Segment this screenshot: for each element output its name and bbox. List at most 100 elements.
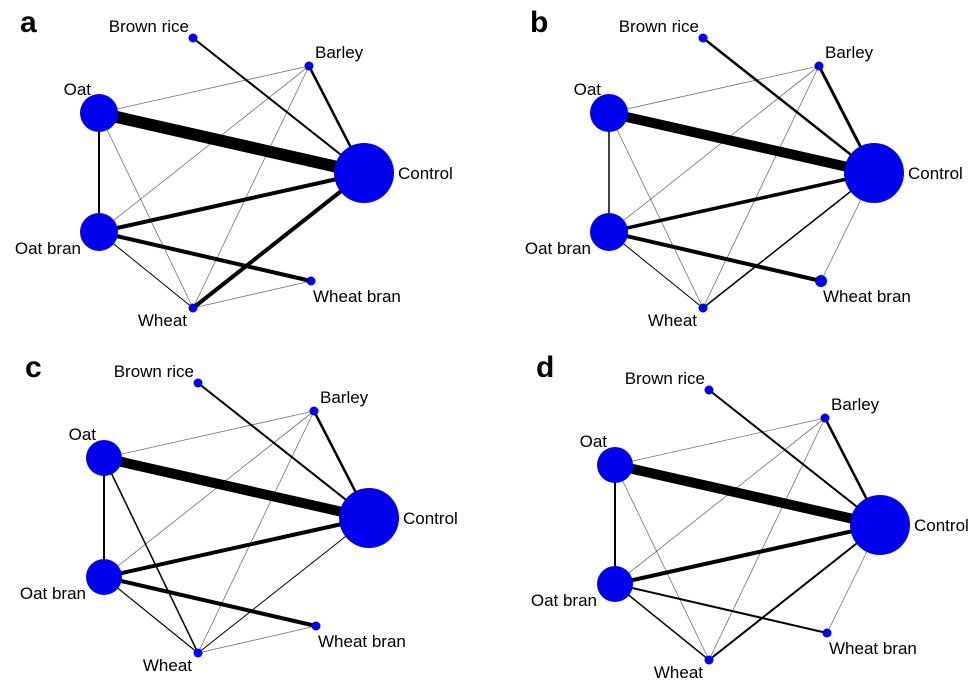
node-label-brown-rice: Brown rice (114, 362, 194, 381)
edge-oat-bran-wheat (103, 576, 199, 654)
node-control (334, 143, 394, 203)
node-brown-rice (193, 378, 203, 388)
node-label-brown-rice: Brown rice (109, 17, 189, 36)
node-oat-bran (80, 213, 118, 251)
node-barley (309, 406, 319, 416)
node-label-wheat-bran: Wheat bran (313, 287, 401, 306)
edge-oat-barley (98, 65, 310, 114)
node-brown-rice (704, 385, 714, 395)
panel-letter: a (20, 6, 37, 39)
panel-letter: b (530, 6, 548, 39)
node-wheat (188, 303, 198, 313)
node-wheat-bran (815, 275, 827, 287)
edge-oat-bran-control (98, 171, 365, 234)
edge-oat-control (613, 460, 882, 530)
edge-oat-bran-wheat (614, 583, 710, 661)
node-oat (86, 440, 122, 476)
node-wheat-bran (311, 621, 321, 631)
node-label-oat-bran: Oat bran (531, 591, 597, 610)
edge-oat-bran-wheat-bran (614, 583, 828, 634)
panel-a: a Brown rice Barley Oat Control Oat bran Wheat… (15, 6, 453, 330)
node-brown-rice (188, 33, 198, 43)
edge-oat-control (607, 108, 876, 178)
edge-oat-bran-barley (98, 65, 310, 233)
node-label-barley: Barley (825, 43, 874, 62)
panel-b: b Brown rice Barley Oat Control Oat bran Wheat… (525, 6, 963, 330)
edge-oat-bran-wheat (608, 231, 704, 309)
node-wheat-bran (822, 628, 832, 638)
edge-oat-control (97, 107, 366, 179)
edge-oat-bran-wheat (98, 231, 194, 309)
edge-oat-bran-control (103, 516, 370, 579)
node-barley (820, 413, 830, 423)
node-label-brown-rice: Brown rice (625, 369, 705, 388)
node-barley (304, 61, 314, 71)
node-label-wheat-bran: Wheat bran (318, 632, 406, 651)
node-label-oat-bran: Oat bran (525, 239, 591, 258)
edge-oat-wheat (98, 112, 194, 309)
edge-oat-barley (608, 65, 820, 114)
node-label-barley: Barley (315, 43, 364, 62)
edge-oat-wheat (608, 112, 704, 309)
edge-wheat-control (191, 171, 366, 310)
node-label-oat: Oat (574, 80, 602, 99)
node-label-wheat-bran: Wheat bran (829, 639, 917, 658)
panel-c: c Brown rice Barley Oat Control Oat bran Wheat… (20, 351, 458, 675)
node-oat-bran (590, 213, 628, 251)
edge-oat-bran-barley (608, 65, 820, 233)
node-oat-bran (597, 566, 633, 602)
node-label-wheat: Wheat (648, 311, 697, 330)
edge-oat-control (102, 453, 371, 523)
node-wheat (193, 648, 203, 658)
node-label-oat: Oat (64, 80, 92, 99)
edge-wheat-wheat-bran (192, 280, 312, 309)
node-label-brown-rice: Brown rice (619, 17, 699, 36)
node-control (850, 495, 910, 555)
node-label-control: Control (398, 164, 453, 183)
node-label-control: Control (403, 509, 458, 528)
edge-brown-rice-control (197, 382, 370, 519)
node-oat (597, 447, 633, 483)
edge-oat-barley (103, 410, 315, 459)
node-wheat (698, 303, 708, 313)
node-control (339, 488, 399, 548)
node-barley (814, 61, 824, 71)
edge-wheat-control (197, 517, 370, 654)
edge-oat-bran-barley (614, 417, 826, 585)
edge-oat-wheat (614, 464, 710, 661)
node-oat (80, 94, 118, 132)
node-label-control: Control (908, 164, 963, 183)
panel-letter: d (536, 351, 554, 384)
panel-letter: c (25, 351, 42, 384)
node-label-wheat: Wheat (138, 311, 187, 330)
edge-wheat-control (708, 524, 881, 661)
node-wheat-bran (306, 276, 316, 286)
edge-brown-rice-control (702, 37, 875, 174)
node-oat (590, 94, 628, 132)
node-label-oat-bran: Oat bran (15, 239, 81, 258)
panel-d: d Brown rice Barley Oat Control Oat bran Wheat… (531, 351, 969, 682)
edge-oat-bran-barley (103, 410, 315, 578)
edge-barley-wheat (708, 417, 826, 661)
node-control (844, 143, 904, 203)
node-label-wheat-bran: Wheat bran (823, 287, 911, 306)
edge-barley-wheat (197, 410, 315, 654)
edge-wheat-control (702, 172, 875, 309)
edge-brown-rice-control (708, 389, 881, 526)
edge-barley-wheat (192, 65, 310, 309)
node-label-wheat: Wheat (143, 656, 192, 675)
edge-barley-wheat (702, 65, 820, 309)
edge-wheat-wheat-bran (197, 625, 317, 654)
node-label-wheat: Wheat (654, 663, 703, 682)
node-label-oat: Oat (69, 425, 97, 444)
node-oat-bran (86, 559, 122, 595)
node-label-oat: Oat (580, 432, 608, 451)
edge-oat-bran-control (614, 523, 881, 586)
node-brown-rice (698, 33, 708, 43)
node-wheat (704, 655, 714, 665)
edge-oat-barley (614, 417, 826, 466)
node-label-oat-bran: Oat bran (20, 584, 86, 603)
edge-oat-bran-wheat-bran (608, 230, 822, 283)
node-label-barley: Barley (831, 395, 880, 414)
